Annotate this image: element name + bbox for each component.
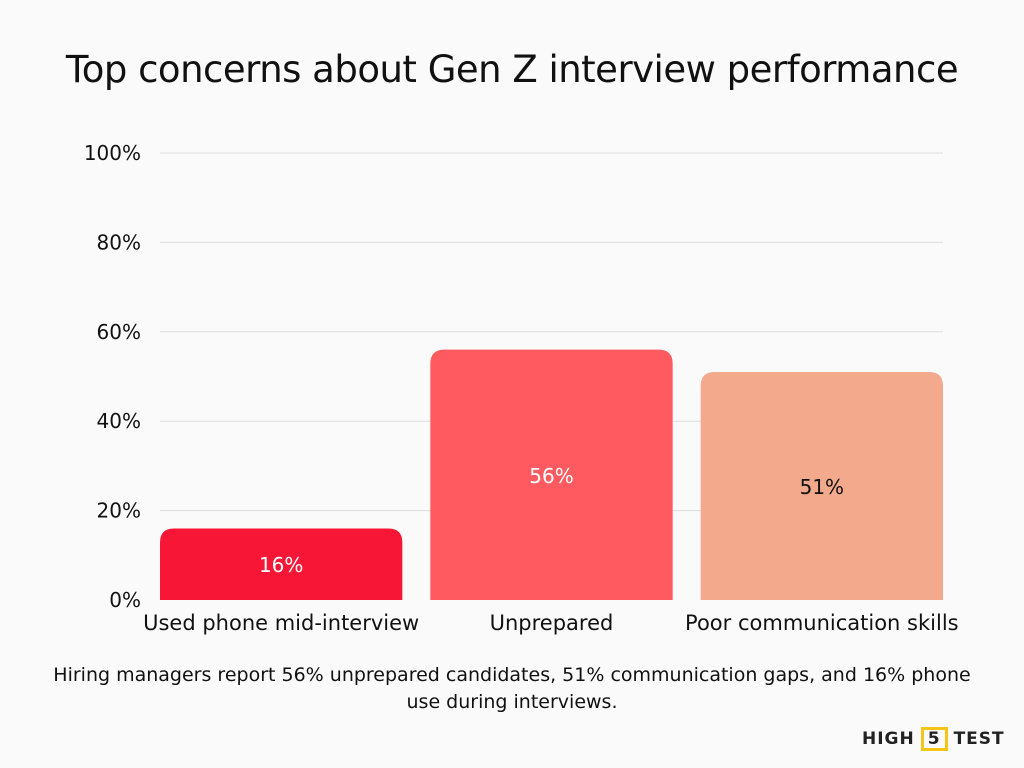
y-tick-label: 40% bbox=[97, 409, 141, 433]
bar bbox=[160, 528, 403, 600]
chart-caption: Hiring managers report 56% unprepared ca… bbox=[53, 664, 971, 713]
data-label: 56% bbox=[529, 464, 573, 488]
y-tick-label: 0% bbox=[109, 588, 141, 612]
data-label: 51% bbox=[800, 475, 844, 499]
y-tick-label: 100% bbox=[84, 141, 141, 165]
data-label: 16% bbox=[259, 553, 303, 577]
x-tick-label: Poor communication skills bbox=[685, 611, 959, 635]
x-tick-label: Used phone mid-interview bbox=[143, 611, 419, 635]
logo-text-left: HIGH bbox=[862, 729, 915, 749]
x-tick-label: Unprepared bbox=[490, 611, 614, 635]
chart-title: Top concerns about Gen Z interview perfo… bbox=[65, 48, 959, 91]
bar bbox=[430, 349, 673, 600]
logo-text-right: TEST bbox=[953, 729, 1005, 749]
high5test-logo: HIGH 5 TEST bbox=[862, 727, 1005, 751]
y-tick-label: 60% bbox=[97, 320, 141, 344]
bar bbox=[700, 372, 943, 600]
logo-box: 5 bbox=[920, 727, 948, 751]
y-tick-label: 20% bbox=[97, 499, 141, 523]
y-tick-label: 80% bbox=[97, 230, 141, 254]
